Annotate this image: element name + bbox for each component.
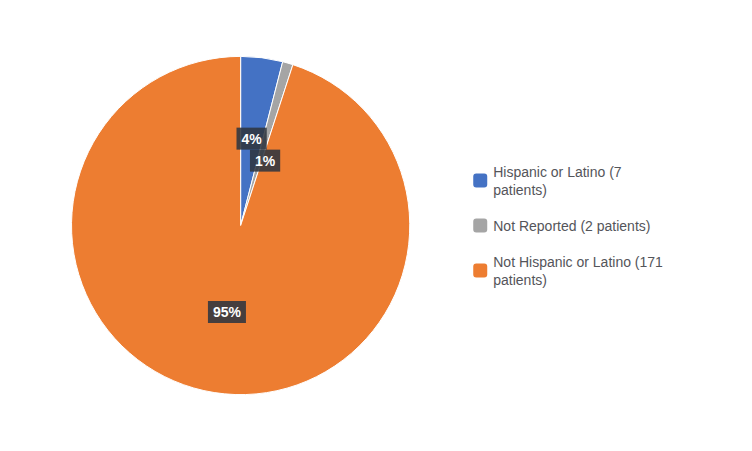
svg-text:4%: 4% xyxy=(241,131,262,147)
svg-text:1%: 1% xyxy=(255,153,276,169)
svg-text:Not Hispanic or Latino (171: Not Hispanic or Latino (171 xyxy=(493,254,663,270)
svg-text:Hispanic or Latino (7: Hispanic or Latino (7 xyxy=(493,164,622,180)
svg-text:95%: 95% xyxy=(213,304,242,320)
svg-text:patients): patients) xyxy=(493,272,547,288)
svg-text:patients): patients) xyxy=(493,182,547,198)
svg-text:Not Reported (2 patients): Not Reported (2 patients) xyxy=(493,218,650,234)
